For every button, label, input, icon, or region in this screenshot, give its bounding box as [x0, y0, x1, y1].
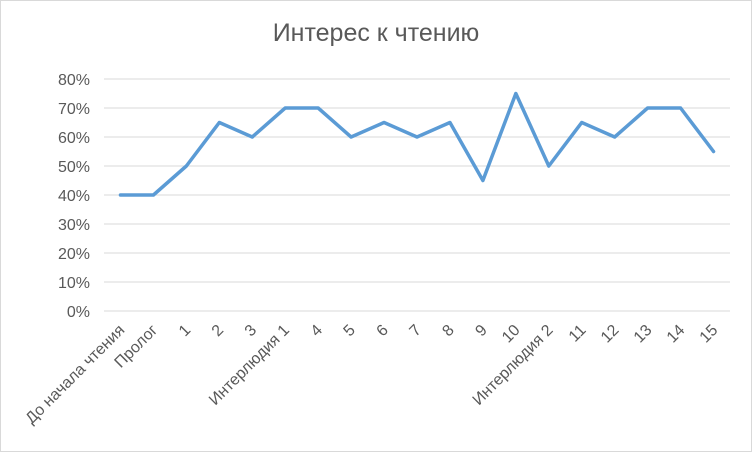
x-tick-label: 5: [341, 322, 359, 340]
y-tick-label: 0%: [67, 304, 90, 321]
data-point: [184, 164, 188, 168]
chart-title: Интерес к чтению: [272, 19, 480, 47]
x-tick-label: 9: [472, 322, 490, 340]
x-tick-label: 12: [598, 322, 623, 347]
x-tick-label: 14: [664, 322, 689, 347]
y-tick-label: 50%: [58, 159, 90, 176]
y-tick-label: 80%: [58, 72, 90, 89]
data-point: [415, 135, 419, 139]
data-point: [712, 150, 716, 153]
x-tick-label: 7: [407, 322, 425, 340]
data-point: [151, 193, 155, 197]
y-tick-label: 10%: [58, 275, 90, 292]
data-point: [514, 92, 518, 95]
y-tick-label: 60%: [58, 130, 90, 147]
x-tick-label: 8: [439, 322, 457, 340]
y-tick-label: 20%: [58, 246, 90, 263]
x-tick-label: 11: [566, 322, 590, 346]
data-point: [580, 121, 584, 124]
data-point: [382, 121, 386, 124]
data-point: [349, 135, 353, 139]
x-tick-label: 15: [697, 322, 722, 347]
data-point: [217, 121, 221, 124]
data-point: [679, 106, 683, 110]
x-tick-label: 2: [209, 322, 227, 340]
data-point: [646, 106, 650, 110]
y-tick-label: 70%: [58, 101, 90, 118]
x-tick-label: 3: [242, 322, 260, 340]
data-point: [448, 121, 452, 124]
data-point: [250, 135, 254, 139]
data-point: [547, 164, 551, 168]
data-point: [316, 106, 320, 110]
x-tick-label: 10: [499, 322, 524, 347]
x-tick-label: 13: [631, 322, 656, 347]
data-point: [283, 106, 287, 110]
x-tick-label: 1: [176, 322, 194, 340]
data-point: [613, 135, 617, 139]
data-point: [481, 179, 485, 182]
y-tick-label: 30%: [58, 217, 90, 234]
x-tick-label: 6: [374, 322, 392, 340]
x-tick-label: 4: [308, 322, 326, 340]
x-tick-label: До начала чтения: [23, 322, 129, 428]
data-point: [118, 193, 122, 197]
series-line: [118, 91, 716, 197]
y-tick-label: 40%: [58, 188, 90, 205]
